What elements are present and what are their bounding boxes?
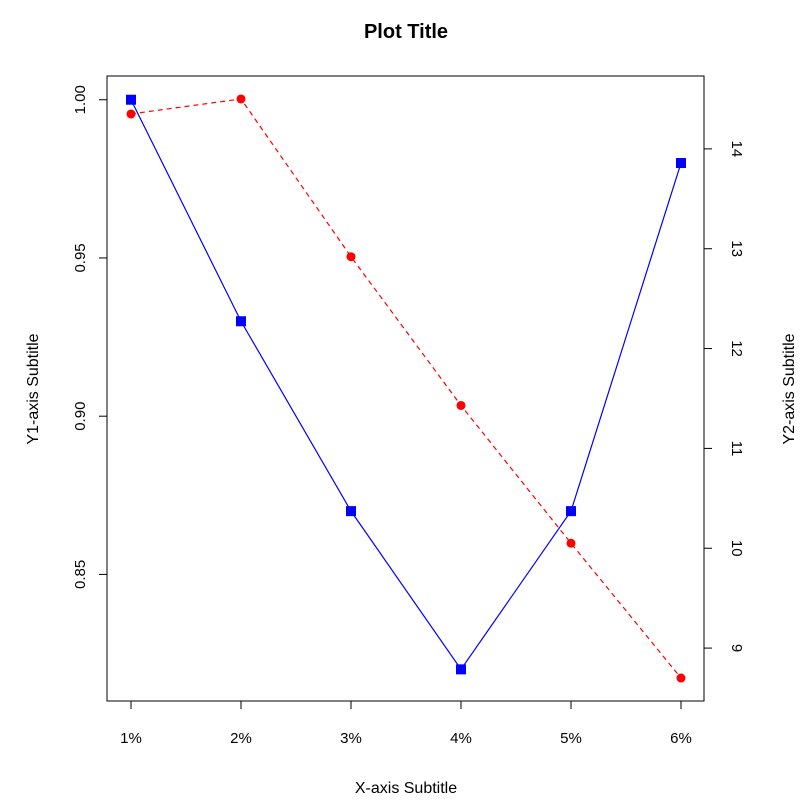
y1-tick-label: 0.95 — [72, 243, 89, 272]
series-layer — [126, 94, 686, 683]
x-tick-label: 3% — [340, 730, 362, 747]
y2-tick-label: 10 — [728, 540, 745, 557]
series-1-point — [126, 94, 136, 105]
x-tick-label: 1% — [120, 730, 142, 747]
x-tick-label: 4% — [450, 730, 472, 747]
series-1 — [126, 94, 686, 675]
chart-title: Plot Title — [364, 21, 448, 43]
y1-axis-label: Y1-axis Subtitle — [25, 333, 42, 444]
series-1-point — [456, 664, 466, 675]
x-tick-label: 2% — [230, 730, 252, 747]
series-2-point — [676, 673, 686, 683]
series-1-line — [130, 99, 682, 671]
series-2-point — [346, 252, 356, 262]
series-1-point — [676, 158, 686, 169]
series-1-point — [566, 506, 576, 517]
y2-tick-label: 14 — [728, 141, 745, 158]
series-2 — [126, 94, 686, 683]
series-2-point — [566, 538, 576, 548]
y2-axis-label: Y2-axis Subtitle — [781, 333, 798, 444]
y2-axis: 9 10 11 12 13 14 — [703, 141, 745, 652]
series-2-line — [130, 98, 682, 679]
series-1-point — [236, 316, 246, 327]
plot-frame — [106, 75, 705, 702]
y1-tick-label: 0.85 — [72, 560, 89, 589]
y2-tick-label: 12 — [728, 340, 745, 357]
series-2-point — [126, 109, 136, 119]
x-axis-label: X-axis Subtitle — [355, 780, 457, 797]
y1-tick-label: 0.90 — [72, 402, 89, 431]
y2-tick-label: 13 — [728, 240, 745, 257]
series-2-point — [236, 94, 246, 104]
series-2-point — [456, 400, 466, 410]
y1-axis: 0.85 0.90 0.95 1.00 — [72, 85, 108, 589]
x-tick-label: 6% — [670, 730, 692, 747]
y1-tick-label: 1.00 — [72, 85, 89, 114]
y2-tick-label: 11 — [728, 441, 745, 457]
x-axis: 1% 2% 3% 4% 5% 6% — [120, 700, 692, 747]
series-1-point — [346, 506, 356, 517]
x-tick-label: 5% — [560, 730, 582, 747]
y2-tick-label: 9 — [728, 644, 745, 652]
